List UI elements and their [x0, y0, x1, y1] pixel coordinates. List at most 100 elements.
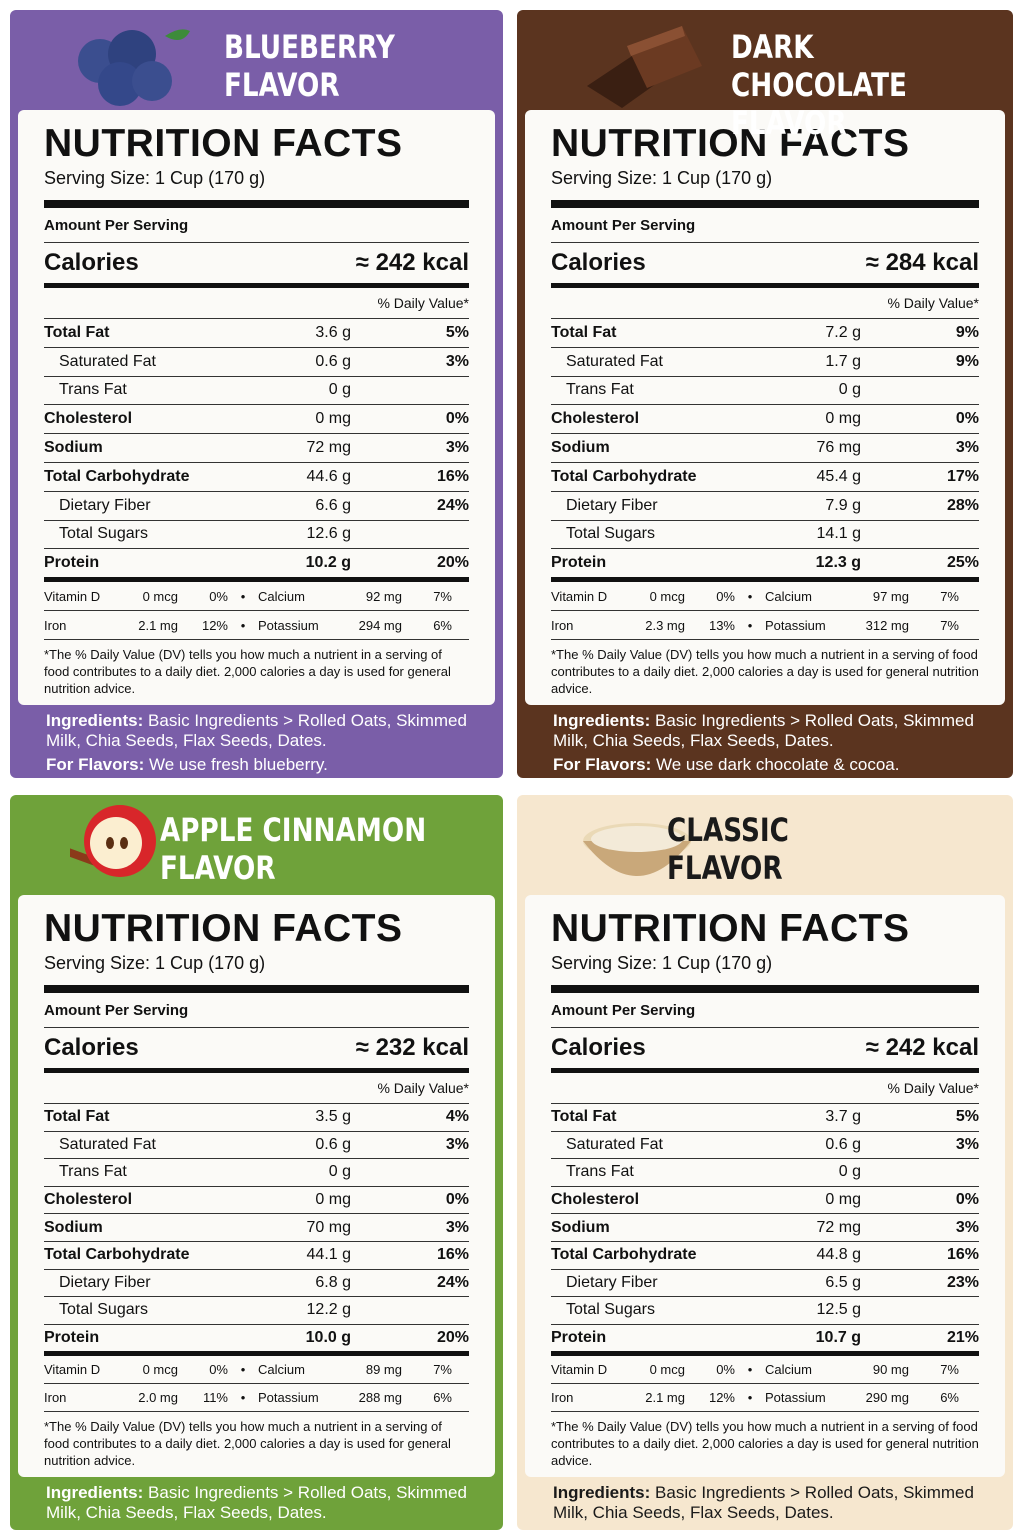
- rule: [551, 1130, 979, 1132]
- nutrient-name: Total Fat: [44, 1108, 110, 1126]
- rule: [44, 1240, 469, 1242]
- vitamin-dv: 0%: [716, 1362, 735, 1378]
- flavors-text: We use fresh apple & cinnamon.: [149, 1527, 394, 1530]
- flavors-text: We use fresh blueberry.: [148, 755, 328, 775]
- nutrient-name: Saturated Fat: [59, 352, 156, 370]
- bullet: •: [747, 617, 753, 633]
- vitamin-amount: 89 mg: [365, 1362, 402, 1378]
- rule: [44, 490, 469, 492]
- vitamin-dv: 6%: [433, 1390, 452, 1406]
- heading: NUTRITION FACTS: [551, 122, 910, 165]
- flavors: For Flavors: We use fresh apple & cinnam…: [46, 1527, 467, 1530]
- flavor-title: BLUEBERRY FLAVOR: [224, 28, 395, 104]
- nutrient-amount: 0 mg: [825, 1191, 861, 1209]
- rule: [44, 200, 469, 208]
- flavor-icon: [583, 823, 691, 876]
- panel-header: DARK CHOCOLATE FLAVOR: [517, 10, 1013, 142]
- rule: [551, 242, 979, 243]
- serving-size: Serving Size: 1 Cup (170 g): [44, 953, 266, 973]
- rule: [551, 1383, 979, 1385]
- rule: [44, 461, 469, 463]
- rule: [44, 985, 469, 993]
- rule: [551, 1411, 979, 1413]
- nutrient-dv: 28%: [946, 496, 979, 514]
- panel-header: BLUEBERRY FLAVOR: [10, 10, 503, 110]
- nutrient-amount: 0 g: [328, 1163, 351, 1181]
- nutrient-name: Dietary Fiber: [59, 1273, 151, 1291]
- nutrient-name: Saturated Fat: [566, 1135, 663, 1153]
- calories-label: Calories: [551, 249, 646, 276]
- nutrient-amount: 0 g: [328, 381, 351, 399]
- vitamin-name: Potassium: [765, 1390, 826, 1406]
- nutrient-amount: 3.5 g: [315, 1108, 351, 1126]
- nutrient-dv: 3%: [955, 1135, 979, 1153]
- vitamin-name: Vitamin D: [551, 1362, 608, 1378]
- calories-row: Calories ≈ 232 kcal: [44, 1028, 469, 1068]
- nutrient-dv: 3%: [955, 439, 979, 457]
- nutrient-amount: 44.1 g: [306, 1246, 351, 1264]
- nutrient-row: Dietary Fiber 7.9 g 28%: [551, 492, 979, 520]
- rule: [44, 548, 469, 550]
- flavors: For Flavors: We use dark chocolate & coc…: [553, 755, 977, 775]
- rule: [551, 404, 979, 406]
- vitamin-name: Potassium: [258, 617, 319, 633]
- vitamin-name: Calcium: [765, 588, 812, 604]
- vitamin-name: Iron: [551, 1390, 574, 1406]
- rule: [44, 610, 469, 612]
- calories-row: Calories ≈ 284 kcal: [551, 243, 979, 283]
- dv-header: % Daily Value*: [887, 295, 979, 311]
- amount-per-serving: Amount Per Serving: [44, 1001, 189, 1019]
- rule: [44, 346, 469, 348]
- rule: [44, 375, 469, 377]
- nutrient-amount: 0.6 g: [315, 352, 351, 370]
- rule: [44, 242, 469, 243]
- nutrient-row: Saturated Fat 0.6 g 3%: [551, 1132, 979, 1159]
- nutrient-amount: 44.6 g: [306, 467, 351, 485]
- rule: [551, 1351, 979, 1357]
- nutrient-dv: 3%: [445, 1135, 469, 1153]
- rule: [551, 433, 979, 435]
- nutrient-row: Total Sugars 12.2 g: [44, 1297, 469, 1324]
- calories-value: ≈ 242 kcal: [865, 1034, 979, 1061]
- rule: [551, 639, 979, 641]
- nutrient-amount: 14.1 g: [816, 525, 861, 543]
- nutrient-dv: 16%: [436, 1246, 469, 1264]
- nutrient-row: Cholesterol 0 mg 0%: [44, 1187, 469, 1214]
- nutrient-dv: 0%: [445, 1191, 469, 1209]
- nutrient-name: Trans Fat: [59, 1163, 127, 1181]
- vitamin-amount: 0 mcg: [649, 588, 685, 604]
- rule: [551, 346, 979, 348]
- dv-header: % Daily Value*: [887, 1080, 979, 1096]
- nutrient-amount: 6.6 g: [315, 496, 351, 514]
- rule: [44, 1296, 469, 1298]
- rule: [44, 1158, 469, 1160]
- flavors-text: No added flavors.: [656, 1527, 789, 1530]
- nutrient-name: Cholesterol: [44, 1191, 133, 1209]
- flavors: For Flavors: We use fresh blueberry.: [46, 755, 467, 775]
- nutrient-row: Total Carbohydrate 44.8 g 16%: [551, 1242, 979, 1269]
- nutrient-row: Trans Fat 0 g: [44, 1159, 469, 1186]
- vitamin-amount: 97 mg: [872, 588, 909, 604]
- ingredients-label: Ingredients:: [553, 1483, 651, 1503]
- vitamin-dv: 6%: [433, 617, 452, 633]
- bullet: •: [747, 1362, 753, 1378]
- flavor-title: CLASSIC FLAVOR: [667, 811, 789, 887]
- nutrient-row: Sodium 70 mg 3%: [44, 1214, 469, 1241]
- nutrient-amount: 0.6 g: [315, 1135, 351, 1153]
- nutrient-row: Protein 10.7 g 21%: [551, 1325, 979, 1352]
- rule: [551, 1296, 979, 1298]
- ingredients-label: Ingredients:: [46, 711, 144, 731]
- vitamin-name: Calcium: [258, 588, 305, 604]
- rule: [551, 318, 979, 319]
- flavor-icon: [70, 805, 156, 877]
- calories-label: Calories: [44, 1034, 139, 1061]
- rule: [551, 375, 979, 377]
- rule: [551, 1323, 979, 1325]
- nutrient-dv: 25%: [946, 554, 979, 572]
- nutrient-amount: 0 mg: [315, 1191, 351, 1209]
- ingredients: Ingredients: Basic Ingredients > Rolled …: [46, 711, 467, 751]
- nutrient-name: Saturated Fat: [566, 352, 663, 370]
- dv-header: % Daily Value*: [377, 295, 469, 311]
- nutrient-dv: 24%: [436, 1273, 469, 1291]
